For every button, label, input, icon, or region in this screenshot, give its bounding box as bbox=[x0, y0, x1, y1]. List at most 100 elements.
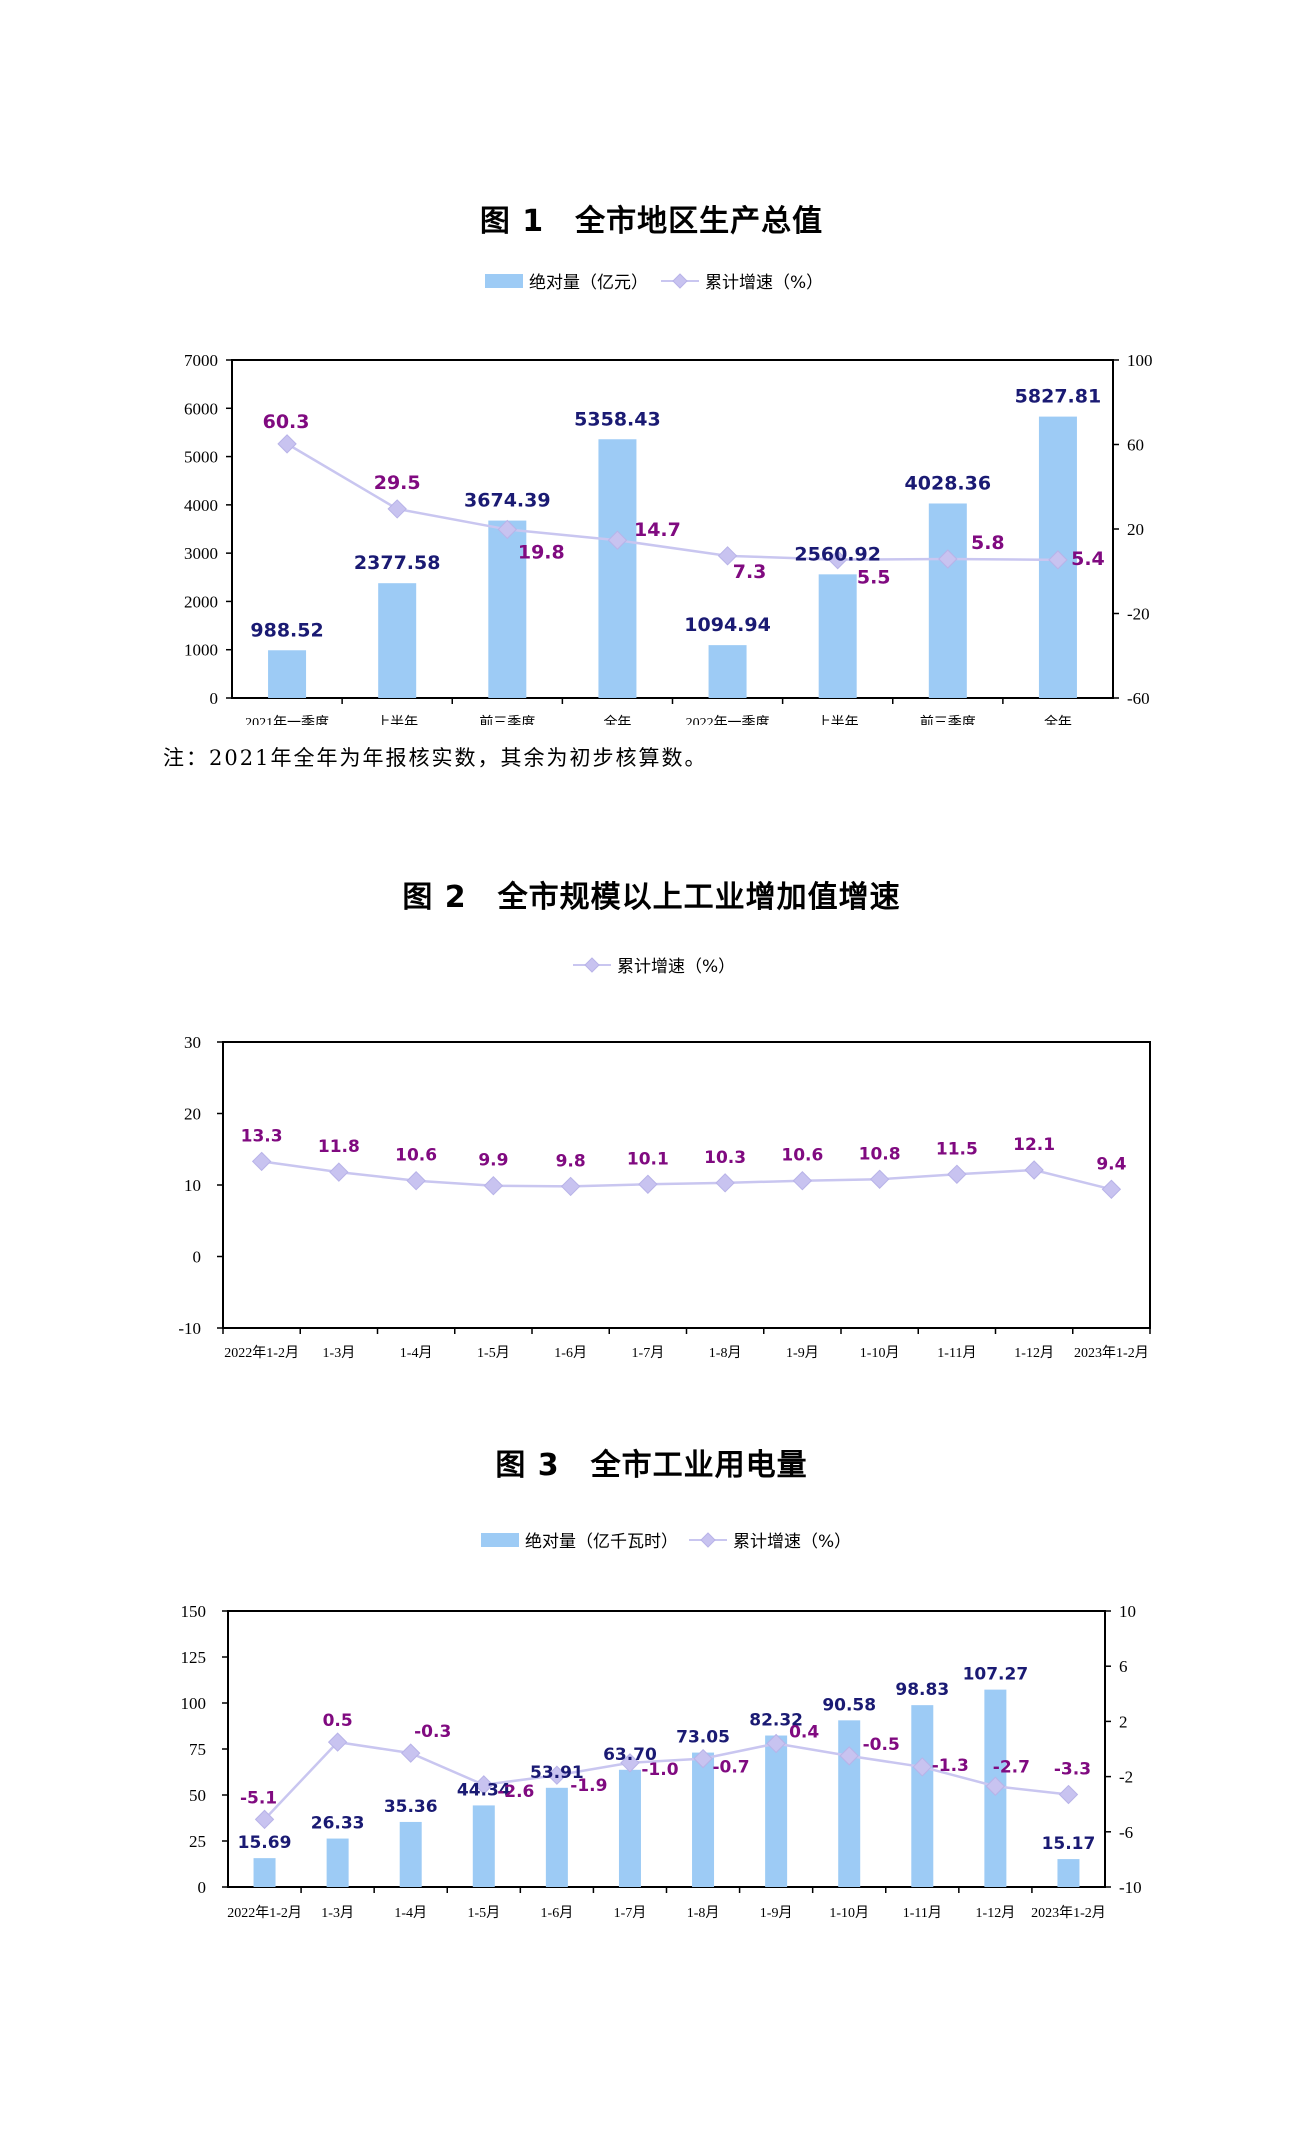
chart3-x-tick-label: 1-9月 bbox=[760, 1905, 793, 1921]
chart1-line-label: 29.5 bbox=[374, 472, 421, 494]
chart3-bar bbox=[765, 1735, 788, 1887]
chart2-line-label: 10.1 bbox=[627, 1149, 669, 1169]
chart3-bar bbox=[399, 1821, 422, 1887]
chart3-bar-label: 63.70 bbox=[603, 1745, 657, 1765]
chart1-line-point bbox=[497, 519, 518, 540]
chart3-bar-label: 107.27 bbox=[963, 1665, 1029, 1685]
chart1-bar-label: 2377.58 bbox=[354, 552, 441, 574]
chart1-bar-label: 988.52 bbox=[250, 619, 323, 641]
chart2-line-label: 13.3 bbox=[241, 1126, 283, 1146]
chart3-left-tick-label: 25 bbox=[189, 1832, 206, 1851]
chart3-right-tick-label: 2 bbox=[1119, 1712, 1128, 1731]
chart2-x-tick-label: 1-4月 bbox=[400, 1345, 433, 1361]
chart3-bar-label: 53.91 bbox=[530, 1763, 584, 1783]
chart3-bar bbox=[838, 1720, 861, 1887]
chart3-line-label: 0.4 bbox=[789, 1722, 819, 1742]
chart2-x-tick-label: 2023年1-2月 bbox=[1074, 1345, 1149, 1361]
chart1-line-point bbox=[827, 549, 848, 570]
chart3-bar bbox=[545, 1787, 568, 1887]
chart1-left-tick-label: 5000 bbox=[184, 448, 218, 467]
chart3-bar-label: 90.58 bbox=[822, 1695, 876, 1715]
chart3-line-point bbox=[1058, 1784, 1079, 1805]
chart1-note: 注：2021年全年为年报核实数，其余为初步核算数。 bbox=[163, 746, 708, 770]
chart1-bar bbox=[928, 503, 967, 698]
chart2-line-label: 9.8 bbox=[556, 1151, 586, 1171]
chart3-legend-bar-swatch bbox=[481, 1533, 519, 1547]
chart2-x-tick-label: 1-10月 bbox=[860, 1345, 900, 1361]
chart3-bar bbox=[253, 1858, 276, 1887]
chart1-bar bbox=[378, 583, 417, 698]
chart2-x-tick-label: 1-3月 bbox=[323, 1345, 356, 1361]
chart2-line-label: 9.4 bbox=[1096, 1154, 1126, 1174]
chart1-x-tick-label: 全年 bbox=[1044, 714, 1072, 725]
chart3-bar-label: 82.32 bbox=[749, 1711, 803, 1731]
chart3-x-tick-label: 1-6月 bbox=[541, 1905, 574, 1921]
chart1-right-tick-label: -20 bbox=[1127, 605, 1150, 624]
chart1-x-tick-label: 全年 bbox=[603, 714, 631, 725]
chart1-line-point bbox=[1048, 550, 1068, 570]
chart2-line-point bbox=[947, 1164, 967, 1184]
chart2-line-label: 10.8 bbox=[859, 1144, 901, 1164]
chart2-line-point bbox=[406, 1171, 426, 1191]
chart3-line-point bbox=[912, 1757, 932, 1777]
chart1-line-label: 60.3 bbox=[263, 411, 310, 433]
chart2-line-point bbox=[869, 1169, 890, 1189]
chart1-left-tick-label: 1000 bbox=[184, 641, 218, 660]
chart1-right-tick-label: 100 bbox=[1127, 351, 1153, 370]
chart1-bar-label: 5358.43 bbox=[574, 408, 661, 430]
chart3-bar-label: 44.34 bbox=[457, 1780, 511, 1800]
chart1-left-tick-label: 4000 bbox=[184, 496, 218, 515]
chart2-line-point bbox=[1024, 1160, 1044, 1180]
chart3-line-point bbox=[766, 1733, 786, 1754]
chart3-left-tick-label: 0 bbox=[198, 1878, 207, 1897]
chart1-line-point bbox=[938, 549, 958, 569]
chart1-legend-marker bbox=[672, 273, 688, 289]
chart3-bar-label: 73.05 bbox=[676, 1728, 730, 1748]
chart2-line-point bbox=[560, 1176, 581, 1197]
chart3-line-point bbox=[693, 1748, 713, 1769]
chart1-bar bbox=[488, 520, 527, 698]
chart3-x-tick-label: 1-3月 bbox=[321, 1905, 354, 1921]
chart3-bar bbox=[692, 1752, 715, 1887]
chart2-line-label: 9.9 bbox=[478, 1151, 508, 1171]
chart3-series-line bbox=[263, 1740, 1069, 1821]
chart3-bar bbox=[472, 1805, 495, 1887]
chart1-line-label: 5.5 bbox=[857, 567, 891, 589]
chart3-right-tick-label: -2 bbox=[1119, 1768, 1133, 1787]
chart3-right-tick-label: 6 bbox=[1119, 1657, 1128, 1676]
chart1-svg: 绝对量（亿元） 累计增速（%） 0 1000 2000 3000 4000 5000 6000 7… bbox=[184, 273, 1153, 725]
chart3-left-tick-label: 125 bbox=[181, 1648, 207, 1667]
chart2-y-tick-label: 0 bbox=[193, 1248, 202, 1267]
chart1-legend-label-bar: 绝对量（亿元） bbox=[529, 273, 648, 293]
chart2-y-tick-label: 20 bbox=[184, 1105, 201, 1124]
chart2-line-point bbox=[715, 1173, 735, 1193]
chart1-left-tick-label: 7000 bbox=[184, 351, 218, 370]
chart2-line-label: 10.6 bbox=[781, 1146, 823, 1166]
chart3-line-point bbox=[547, 1765, 567, 1785]
chart2-series-line bbox=[261, 1160, 1112, 1191]
chart2-y-tick-label: 30 bbox=[184, 1033, 201, 1052]
chart3-line-point bbox=[839, 1746, 859, 1766]
chart3-line-label: -0.5 bbox=[863, 1735, 900, 1755]
chart3-line-point bbox=[401, 1743, 421, 1763]
chart1-x-tick-label: 2021年一季度 bbox=[245, 715, 329, 725]
chart3-bar-label: 35.36 bbox=[384, 1797, 438, 1817]
chart1-title: 图 1 全市地区生产总值 bbox=[479, 204, 824, 239]
chart2-legend-label-line: 累计增速（%） bbox=[617, 957, 735, 977]
chart3-x-tick-label: 1-8月 bbox=[687, 1905, 720, 1921]
chart3-line-point bbox=[985, 1776, 1006, 1796]
chart3-x-tick-label: 1-11月 bbox=[903, 1905, 942, 1921]
chart1-left-tick-label: 0 bbox=[210, 689, 219, 708]
chart1-bar-label: 3674.39 bbox=[464, 490, 551, 512]
chart3-bar bbox=[911, 1705, 934, 1887]
chart2-y-tick-label: 10 bbox=[184, 1176, 201, 1195]
chart1-line-point bbox=[277, 434, 297, 454]
chart3-left-tick-label: 75 bbox=[189, 1740, 206, 1759]
chart3-x-tick-label: 2022年1-2月 bbox=[227, 1905, 302, 1921]
chart3-right-tick-label: -10 bbox=[1119, 1878, 1142, 1897]
chart3-x-tick-label: 1-7月 bbox=[614, 1905, 647, 1921]
chart3-x-tick-label: 2023年1-2月 bbox=[1031, 1905, 1106, 1921]
chart3-bar bbox=[618, 1769, 641, 1887]
chart2-line-label: 10.6 bbox=[395, 1146, 437, 1166]
chart3-left-tick-label: 150 bbox=[181, 1602, 207, 1621]
